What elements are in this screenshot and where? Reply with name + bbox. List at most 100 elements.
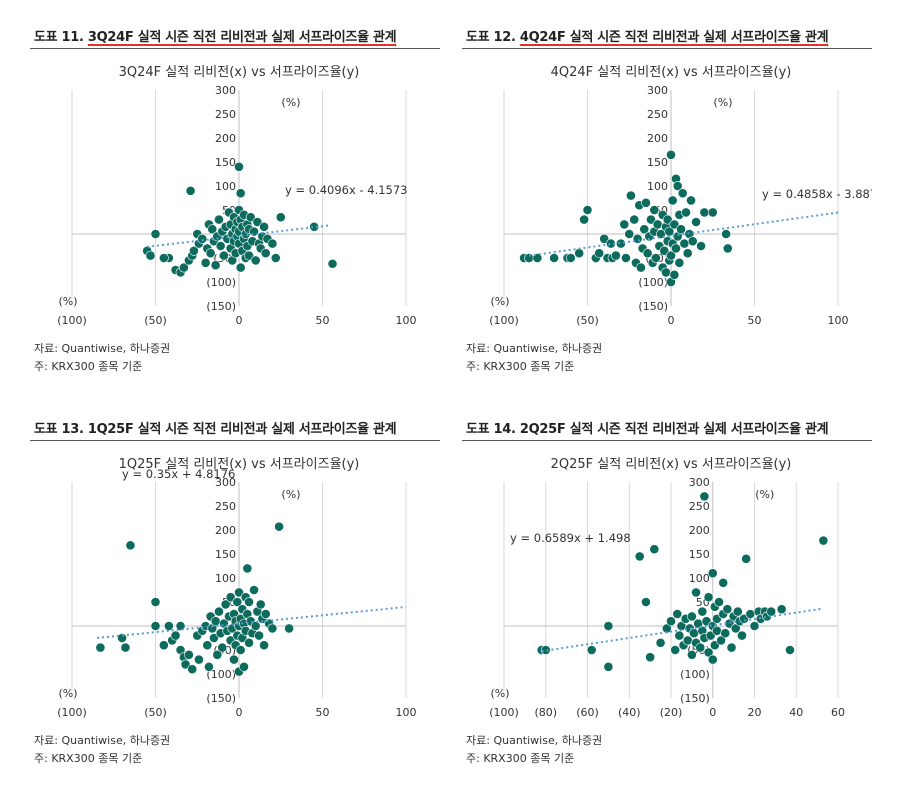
x-tick-label: (60) [576,706,599,719]
figure-caption-text: 2Q25F 실적 시즌 직전 리비전과 실제 서프라이즈율 관계 [519,422,829,437]
data-point [234,587,244,598]
chart-title: 3Q24F 실적 리비전(x) vs 서프라이즈율(y) [119,65,360,80]
x-tick-label: 40 [789,706,803,719]
y-tick-label: 300 [689,476,710,489]
panel-fig-14: 도표 14. 2Q25F 실적 시즌 직전 리비전과 실제 서프라이즈율 관계 … [462,414,872,794]
x-tick-label: (100) [57,314,87,327]
x-tick-label: (40) [618,706,641,719]
data-point [586,645,597,655]
data-point [679,238,690,249]
data-point [646,214,656,225]
data-point [249,585,259,595]
panel-fig-13: 도표 13. 1Q25F 실적 시즌 직전 리비전과 실제 서프라이즈율 관계 … [30,414,440,794]
data-point [284,623,294,634]
data-point [645,652,656,663]
y-tick-label: (150) [206,300,236,313]
data-point [674,630,685,641]
data-point [703,647,714,658]
figure-caption: 도표 12. 4Q24F 실적 시즌 직전 리비전과 실제 서프라이즈율 관계 [466,26,829,45]
data-point [674,257,685,268]
x-tick-label: 50 [316,314,330,327]
data-point [697,606,708,617]
data-point [158,253,169,263]
figure-number: 도표 12. [466,30,516,45]
data-point [676,224,686,235]
data-point [125,540,136,551]
figure-caption-text: 1Q25F 실적 시즌 직전 리비전과 실제 서프라이즈율 관계 [87,422,397,437]
y-tick-label: 250 [215,108,236,121]
y-tick-label: 300 [215,84,236,97]
chart-notes: 자료: Quantiwise, 하나증권 주: KRX300 종목 기준 [34,340,170,376]
caption-rule [30,440,440,441]
x-tick-label: 50 [316,706,330,719]
scatter-chart-1q25f: 1Q25F 실적 리비전(x) vs 서프라이즈율(y) 300 250 200 150… [57,457,416,719]
data-point [189,245,199,256]
data-point [549,253,559,263]
source-note: 자료: Quantiwise, 하나증권 [34,342,171,355]
data-point [667,195,678,206]
trend-line [541,607,822,653]
data-point [163,621,174,631]
data-point [180,659,191,670]
data-point [605,238,616,249]
scatter-chart-3q24f: 3Q24F 실적 리비전(x) vs 서프라이즈율(y) 300 250 200 150… [57,65,416,327]
trend-equation: y = 0.35x + 4.8176 [122,467,235,481]
y-tick-label: (150) [206,692,236,705]
data-point [229,654,239,665]
data-point [636,262,646,273]
data-point [245,212,256,223]
data-point [737,630,747,641]
data-point [785,645,795,655]
panel-fig-11: 도표 11. 3Q24F 실적 시즌 직전 리비전과 실제 서프라이즈율 관계 … [30,22,440,402]
data-point [818,535,829,546]
caption-rule [30,48,440,49]
data-point [217,642,228,653]
data-point [250,255,261,266]
data-point [235,188,246,199]
y-tick-label: 150 [215,548,236,561]
data-point [641,197,651,208]
source-note: 자료: Quantiwise, 하나증권 [466,734,603,747]
data-point [703,592,714,603]
data-point [669,269,680,280]
data-point [686,611,697,622]
chart-title: 1Q25F 실적 리비전(x) vs 서프라이즈율(y) [119,457,360,472]
data-point [194,654,204,665]
y-tick-label: 100 [215,180,236,193]
data-point [309,221,320,232]
data-point [666,250,676,261]
chart-title: 4Q24F 실적 리비전(x) vs 서프라이즈율(y) [551,65,792,80]
data-point [624,229,635,239]
chart-notes: 자료: Quantiwise, 하나증권 주: KRX300 종목 기준 [34,732,170,768]
x-tick-label: (50) [144,314,167,327]
caption-rule [462,48,872,49]
y-tick-label: 150 [689,548,710,561]
data-point [267,238,278,249]
y-tick-label: (100) [638,276,668,289]
y-tick-label: 200 [215,524,236,537]
data-point [205,248,216,259]
figure-number: 도표 14. [466,422,516,437]
data-point [707,207,718,218]
data-point [267,623,278,634]
universe-note: 주: KRX300 종목 기준 [466,752,575,765]
data-point [722,604,733,615]
data-point [677,188,688,199]
data-point [655,637,666,648]
data-point [696,241,706,251]
data-point [682,248,693,259]
y-unit-label: (%) [755,488,774,501]
data-point [745,609,756,619]
data-point [681,207,691,218]
y-tick-label: 150 [647,156,668,169]
data-point [670,645,681,655]
source-note: 자료: Quantiwise, 하나증권 [466,342,603,355]
data-point [721,229,732,239]
x-tick-label: 50 [748,314,762,327]
data-point [687,236,698,247]
data-point [722,243,733,254]
data-point [204,661,214,672]
y-unit-label: (%) [281,488,300,501]
data-point [260,248,271,259]
data-point [669,219,680,230]
